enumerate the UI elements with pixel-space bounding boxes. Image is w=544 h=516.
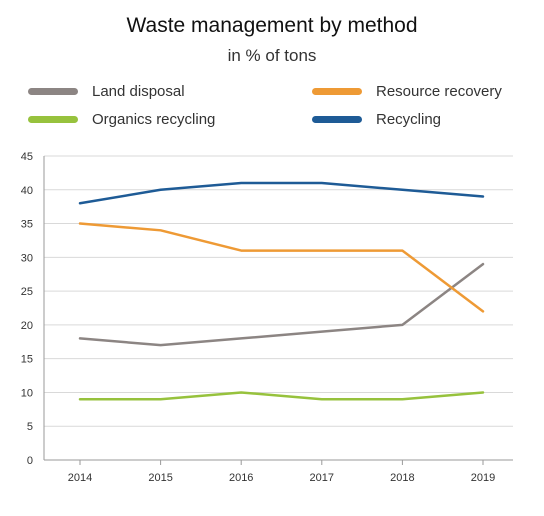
legend-item-recycling: Recycling (312, 108, 441, 130)
x-tick-label-2016: 2016 (229, 472, 253, 484)
legend-item-organics-recycling: Organics recycling (28, 108, 215, 130)
y-tick-label-40: 40 (21, 185, 33, 197)
legend-swatch-resource-recovery (312, 87, 362, 95)
y-tick-label-35: 35 (21, 219, 33, 231)
series-line-organics-recycling (78, 391, 485, 401)
series-line-land-disposal (78, 262, 485, 347)
x-tick-label-2019: 2019 (471, 472, 495, 484)
y-tick-label-45: 45 (21, 151, 33, 163)
legend-item-resource-recovery: Resource recovery (312, 80, 502, 102)
legend-swatch-recycling (312, 115, 362, 123)
y-tick-label-30: 30 (21, 252, 33, 264)
x-tick-label-2015: 2015 (148, 472, 172, 484)
y-tick-label-5: 5 (27, 421, 33, 433)
legend-label-land-disposal: Land disposal (92, 82, 185, 100)
y-tick-label-0: 0 (27, 455, 33, 467)
series-line-recycling (78, 181, 485, 205)
x-tick-label-2017: 2017 (310, 472, 334, 484)
legend-label-organics-recycling: Organics recycling (92, 110, 216, 128)
x-tick-label-2018: 2018 (390, 472, 414, 484)
legend-swatch-organics-recycling (28, 115, 78, 123)
chart-title: Waste management by method (126, 14, 418, 37)
series-line-resource-recovery (78, 222, 485, 313)
y-tick-label-20: 20 (21, 320, 33, 332)
y-tick-label-10: 10 (21, 387, 33, 399)
legend-item-land-disposal: Land disposal (28, 80, 185, 102)
y-tick-label-15: 15 (21, 354, 33, 366)
legend-swatch-land-disposal (28, 87, 78, 95)
chart-subtitle: in % of tons (227, 46, 317, 65)
y-tick-label-25: 25 (21, 286, 33, 298)
legend-label-resource-recovery: Resource recovery (376, 82, 502, 100)
legend-label-recycling: Recycling (376, 110, 442, 128)
x-tick-label-2014: 2014 (68, 472, 92, 484)
